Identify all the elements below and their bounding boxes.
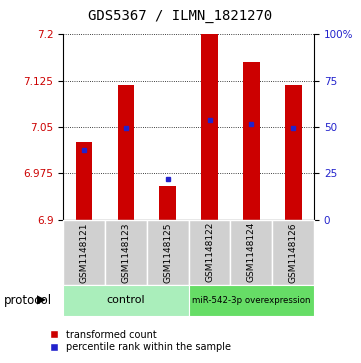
Bar: [188, 285, 314, 316]
Bar: [63, 285, 188, 316]
Text: ▶: ▶: [37, 294, 46, 307]
Bar: [230, 220, 272, 285]
Bar: [243, 62, 260, 220]
Text: GDS5367 / ILMN_1821270: GDS5367 / ILMN_1821270: [88, 9, 273, 23]
Bar: [285, 85, 301, 220]
Bar: [272, 220, 314, 285]
Text: GSM1148122: GSM1148122: [205, 222, 214, 282]
Text: GSM1148124: GSM1148124: [247, 222, 256, 282]
Text: GSM1148123: GSM1148123: [121, 222, 130, 282]
Bar: [63, 220, 105, 285]
Text: GSM1148125: GSM1148125: [163, 222, 172, 282]
Bar: [147, 220, 188, 285]
Text: miR-542-3p overexpression: miR-542-3p overexpression: [192, 296, 310, 305]
Text: control: control: [106, 295, 145, 305]
Text: GSM1148126: GSM1148126: [289, 222, 298, 282]
Text: GSM1148121: GSM1148121: [79, 222, 88, 282]
Bar: [188, 220, 230, 285]
Bar: [201, 34, 218, 220]
Bar: [76, 142, 92, 220]
Text: protocol: protocol: [4, 294, 52, 307]
Legend: transformed count, percentile rank within the sample: transformed count, percentile rank withi…: [50, 330, 231, 352]
Bar: [118, 85, 134, 220]
Bar: [159, 185, 176, 220]
Bar: [105, 220, 147, 285]
